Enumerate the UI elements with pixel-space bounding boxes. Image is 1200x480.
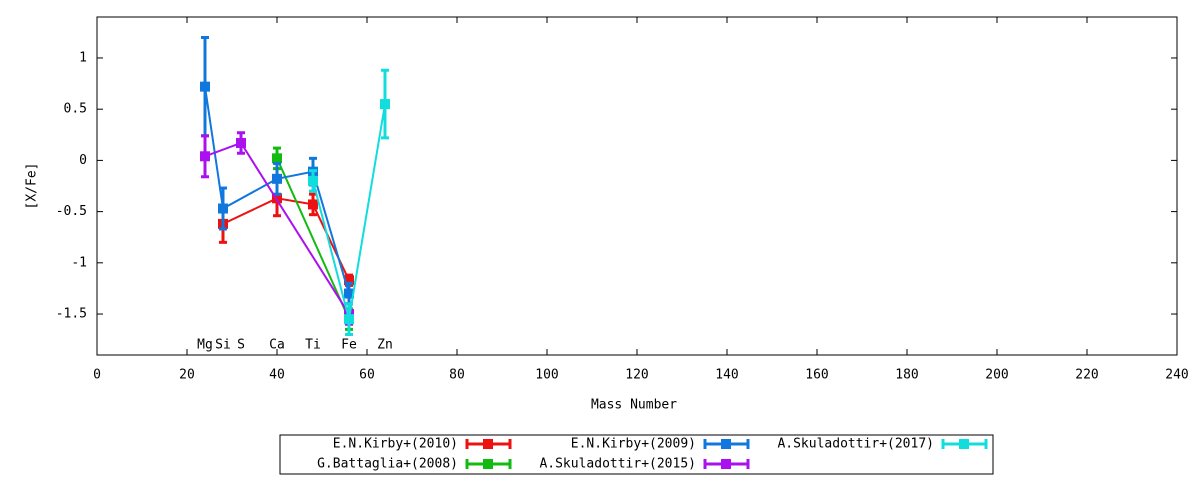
point — [344, 275, 354, 286]
legend-marker — [721, 459, 731, 469]
y-tick-label: 1 — [79, 50, 87, 65]
y-tick-label: -1.5 — [56, 307, 87, 322]
y-axis-label: [X/Fe] — [25, 163, 40, 210]
legend-marker — [721, 439, 731, 449]
element-label: Si — [215, 337, 231, 352]
legend-label: G.Battaglia+(2008) — [317, 457, 458, 472]
x-tick-label: 0 — [93, 368, 101, 383]
legend-label: A.Skuladottir+(2015) — [539, 457, 696, 472]
x-tick-label: 140 — [715, 368, 738, 383]
element-label: Ca — [269, 337, 285, 352]
point — [380, 99, 390, 110]
legend-frame — [279, 434, 994, 475]
x-tick-label: 20 — [179, 368, 195, 383]
x-tick-label: 120 — [625, 368, 648, 383]
point — [200, 81, 210, 92]
point — [308, 199, 318, 210]
legend-marker — [959, 439, 969, 449]
legend-marker — [483, 439, 493, 449]
point — [344, 288, 354, 299]
x-tick-label: 200 — [985, 368, 1008, 383]
y-tick-label: 0 — [79, 153, 87, 168]
legend-label: E.N.Kirby+(2010) — [333, 437, 458, 452]
legend-marker — [483, 459, 493, 469]
plot-frame — [96, 16, 1178, 356]
element-label: Zn — [377, 337, 393, 352]
point — [200, 151, 210, 162]
element-label: Mg — [197, 337, 213, 352]
x-tick-label: 100 — [535, 368, 558, 383]
element-label: Fe — [341, 337, 357, 352]
x-tick-label: 60 — [359, 368, 375, 383]
legend-label: E.N.Kirby+(2009) — [571, 437, 696, 452]
y-tick-label: -0.5 — [56, 204, 87, 219]
x-tick-label: 40 — [269, 368, 285, 383]
legend-label: A.Skuladottir+(2017) — [777, 437, 934, 452]
x-tick-label: 220 — [1075, 368, 1098, 383]
element-label: S — [237, 337, 245, 352]
series-line — [276, 157, 350, 320]
point — [308, 175, 318, 186]
y-tick-label: 0.5 — [64, 102, 87, 117]
x-tick-label: 80 — [449, 368, 465, 383]
point — [272, 153, 282, 164]
x-tick-label: 240 — [1165, 368, 1188, 383]
point — [344, 314, 354, 325]
y-tick-label: -1 — [71, 255, 87, 270]
x-tick-label: 180 — [895, 368, 918, 383]
point — [218, 203, 228, 214]
point — [236, 137, 246, 148]
series-line — [222, 197, 350, 281]
element-label: Ti — [305, 337, 321, 352]
point — [272, 173, 282, 184]
x-tick-label: 160 — [805, 368, 828, 383]
x-axis-label: Mass Number — [591, 398, 677, 413]
